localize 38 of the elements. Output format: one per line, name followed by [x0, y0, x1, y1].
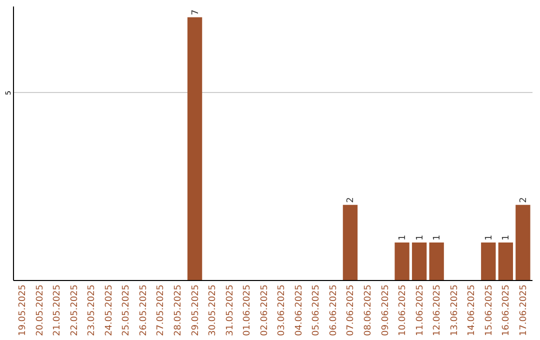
- x-tick-label: 07.06.2025: [346, 284, 356, 336]
- x-tick-label: 04.06.2025: [294, 284, 304, 336]
- x-tick-label: 08.06.2025: [363, 284, 374, 336]
- x-tick-label: 27.05.2025: [156, 284, 166, 336]
- x-tick-label: 02.06.2025: [260, 284, 270, 336]
- data-label: 1: [398, 234, 408, 240]
- data-label: 7: [190, 10, 201, 16]
- x-tick-label: 13.06.2025: [450, 284, 460, 336]
- x-tick-label: 06.06.2025: [328, 284, 339, 336]
- x-tick-label: 26.05.2025: [138, 284, 149, 336]
- data-label: 1: [484, 234, 494, 240]
- x-tick-label: 12.06.2025: [432, 284, 443, 336]
- x-tick-label: 29.05.2025: [190, 284, 201, 336]
- x-tick-label: 01.06.2025: [242, 284, 253, 336]
- x-tick-label: 30.05.2025: [208, 284, 218, 336]
- data-label: 2: [518, 197, 529, 203]
- x-tick-label: 25.05.2025: [122, 284, 132, 336]
- x-tick-label: 09.06.2025: [380, 284, 391, 336]
- data-label: 1: [415, 234, 426, 240]
- x-tick-label: 31.05.2025: [225, 284, 236, 336]
- x-tick-label: 10.06.2025: [398, 284, 408, 336]
- x-tick-label: 22.05.2025: [70, 284, 80, 336]
- x-tick-label: 24.05.2025: [104, 284, 114, 336]
- x-tick-label: 15.06.2025: [484, 284, 494, 336]
- data-label: 2: [346, 197, 356, 203]
- x-tick-label: 05.06.2025: [312, 284, 322, 336]
- x-tick-label: 28.05.2025: [174, 284, 184, 336]
- x-tick-label: 14.06.2025: [467, 284, 478, 336]
- x-tick-label: 20.05.2025: [35, 284, 46, 336]
- x-tick-label: 19.05.2025: [18, 284, 28, 336]
- x-tick-label: 21.05.2025: [52, 284, 63, 336]
- x-tick-label: 11.06.2025: [415, 284, 426, 336]
- x-tick-label: 23.05.2025: [87, 284, 98, 336]
- x-tick-label: 03.06.2025: [277, 284, 288, 336]
- data-label: 1: [432, 234, 443, 240]
- data-label: 1: [502, 234, 512, 240]
- x-tick-label: 16.06.2025: [502, 284, 512, 336]
- x-tick-label: 17.06.2025: [518, 284, 529, 336]
